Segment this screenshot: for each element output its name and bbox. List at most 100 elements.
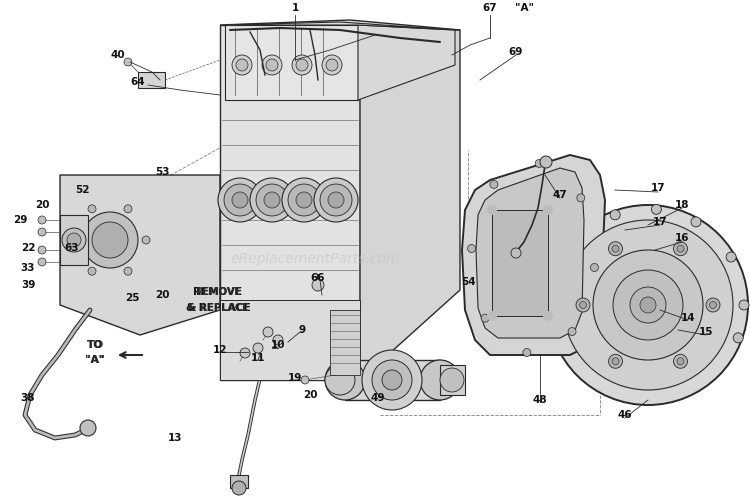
Text: 33: 33 xyxy=(21,263,35,273)
Circle shape xyxy=(420,360,460,400)
Polygon shape xyxy=(358,25,455,100)
Circle shape xyxy=(232,481,246,495)
Circle shape xyxy=(320,184,352,216)
Circle shape xyxy=(593,250,703,360)
Text: 17: 17 xyxy=(652,217,668,227)
Text: 47: 47 xyxy=(553,190,567,200)
Circle shape xyxy=(362,350,422,410)
Polygon shape xyxy=(225,25,358,100)
Text: 53: 53 xyxy=(154,167,170,177)
Text: 67: 67 xyxy=(483,3,497,13)
Text: 39: 39 xyxy=(21,280,35,290)
Circle shape xyxy=(301,376,309,384)
Text: 12: 12 xyxy=(213,345,227,355)
Circle shape xyxy=(325,365,355,395)
Circle shape xyxy=(590,263,598,271)
Text: 14: 14 xyxy=(681,313,695,323)
Circle shape xyxy=(253,343,263,353)
Circle shape xyxy=(124,205,132,213)
Text: & REPLACE: & REPLACE xyxy=(188,303,248,313)
Polygon shape xyxy=(138,72,165,88)
Text: 29: 29 xyxy=(13,215,27,225)
Polygon shape xyxy=(220,25,360,380)
Text: 22: 22 xyxy=(21,243,35,253)
Circle shape xyxy=(677,245,684,252)
Circle shape xyxy=(382,370,402,390)
Text: TO: TO xyxy=(86,340,104,350)
Circle shape xyxy=(224,184,256,216)
Text: 1: 1 xyxy=(291,3,298,13)
Circle shape xyxy=(580,301,586,308)
Circle shape xyxy=(296,192,312,208)
Circle shape xyxy=(543,311,553,321)
Text: 38: 38 xyxy=(21,393,35,403)
Polygon shape xyxy=(220,300,360,380)
Circle shape xyxy=(312,279,324,291)
Circle shape xyxy=(218,178,262,222)
Circle shape xyxy=(250,178,294,222)
Circle shape xyxy=(326,59,338,71)
Text: 13: 13 xyxy=(168,433,182,443)
Text: 10: 10 xyxy=(271,340,285,350)
Circle shape xyxy=(288,184,320,216)
Circle shape xyxy=(440,368,464,392)
Circle shape xyxy=(292,55,312,75)
Text: REMOVE: REMOVE xyxy=(195,287,241,297)
Circle shape xyxy=(296,59,308,71)
Circle shape xyxy=(487,205,497,215)
Circle shape xyxy=(610,210,620,220)
Circle shape xyxy=(67,233,81,247)
Circle shape xyxy=(467,245,476,252)
Text: 9: 9 xyxy=(298,325,305,335)
Circle shape xyxy=(232,192,248,208)
Circle shape xyxy=(563,220,733,390)
Circle shape xyxy=(543,205,553,215)
Circle shape xyxy=(322,55,342,75)
Circle shape xyxy=(674,242,688,255)
Circle shape xyxy=(706,298,720,312)
Circle shape xyxy=(80,420,96,436)
Text: 15: 15 xyxy=(699,327,713,337)
Text: TO: TO xyxy=(87,340,103,350)
Circle shape xyxy=(482,314,489,322)
Circle shape xyxy=(282,178,326,222)
Text: 64: 64 xyxy=(130,77,146,87)
Text: 19: 19 xyxy=(288,373,302,383)
Circle shape xyxy=(264,192,280,208)
Text: & REPLACE: & REPLACE xyxy=(186,303,250,313)
Text: "A": "A" xyxy=(86,355,104,365)
Polygon shape xyxy=(360,25,460,380)
Circle shape xyxy=(548,205,748,405)
Text: 48: 48 xyxy=(532,395,548,405)
Circle shape xyxy=(38,258,46,266)
Text: eReplacementParts.com: eReplacementParts.com xyxy=(230,252,400,266)
Circle shape xyxy=(124,267,132,275)
Circle shape xyxy=(38,216,46,224)
Text: REMOVE: REMOVE xyxy=(194,287,242,297)
Circle shape xyxy=(577,194,585,202)
Polygon shape xyxy=(220,20,460,30)
Text: 54: 54 xyxy=(460,277,476,287)
Circle shape xyxy=(70,236,78,244)
Polygon shape xyxy=(60,215,88,265)
Polygon shape xyxy=(60,175,220,335)
Text: 69: 69 xyxy=(509,47,524,57)
Circle shape xyxy=(328,192,344,208)
Polygon shape xyxy=(462,155,605,355)
Circle shape xyxy=(640,297,656,313)
Circle shape xyxy=(314,178,358,222)
Circle shape xyxy=(511,248,521,258)
Circle shape xyxy=(372,360,412,400)
Circle shape xyxy=(236,59,248,71)
Circle shape xyxy=(240,348,250,358)
Circle shape xyxy=(256,184,288,216)
Circle shape xyxy=(38,246,46,254)
Text: 20: 20 xyxy=(303,390,317,400)
Circle shape xyxy=(726,252,736,262)
Circle shape xyxy=(651,205,662,215)
Text: 49: 49 xyxy=(370,393,386,403)
Circle shape xyxy=(38,228,46,236)
Text: 17: 17 xyxy=(651,183,665,193)
Polygon shape xyxy=(345,360,440,400)
Circle shape xyxy=(691,217,701,227)
